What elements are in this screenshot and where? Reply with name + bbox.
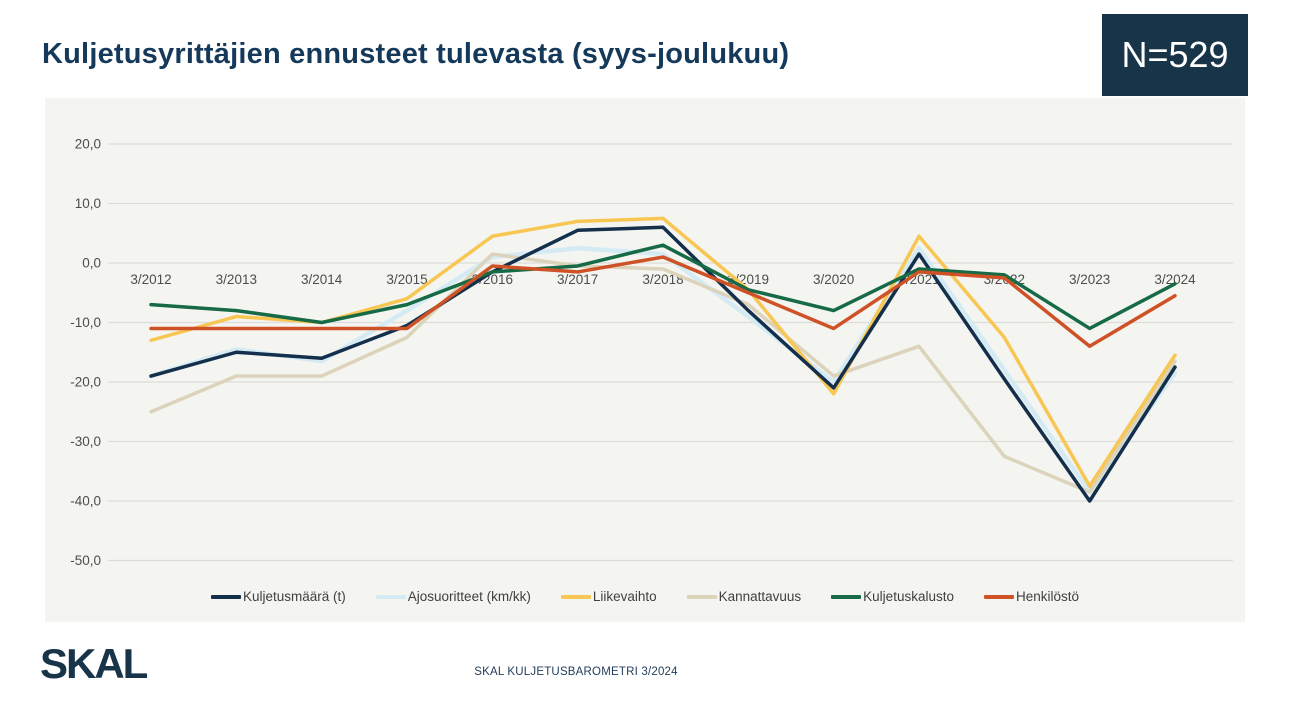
legend-label: Kuljetuskalusto	[863, 589, 954, 604]
y-tick-label: -40,0	[70, 494, 101, 509]
legend-swatch-icon	[983, 594, 1014, 599]
series-line-4	[149, 252, 1177, 494]
x-tick-label: 3/2018	[642, 272, 683, 287]
chart-panel: 20,0 10,0 0,0 -10,0 -20,0 -30,0 -40,0 -50,0 3/20…	[45, 98, 1245, 622]
legend-swatch-icon	[831, 594, 862, 599]
y-tick-label: -30,0	[70, 434, 101, 449]
legend-item-1: Kuljetusmäärä (t)	[210, 589, 346, 604]
legend-label: Henkilöstö	[1015, 589, 1080, 604]
series-line-5	[149, 243, 1177, 331]
line-chart: 20,0 10,0 0,0 -10,0 -20,0 -30,0 -40,0 -50,0 3/20…	[70, 137, 1233, 568]
x-tick-label: 3/2012	[130, 272, 171, 287]
legend-swatch-icon	[686, 594, 717, 599]
y-tick-label: -20,0	[70, 375, 101, 390]
y-tick-label: 20,0	[75, 137, 101, 152]
skal-logo: SKAL	[40, 640, 148, 687]
legend-item-3: Liikevaihto	[560, 589, 657, 604]
legend-item-6: Henkilöstö	[983, 589, 1080, 604]
legend-label: Ajosuoritteet (km/kk)	[407, 589, 531, 604]
x-tick-label: 3/2014	[301, 272, 343, 287]
series-line-6	[149, 255, 1177, 349]
legend-swatch-icon	[375, 594, 406, 599]
x-tick-label: 3/2024	[1154, 272, 1196, 287]
y-tick-label: 0,0	[82, 256, 101, 271]
legend-label: Kannattavuus	[718, 589, 802, 604]
chart-legend: Kuljetusmäärä (t) Ajosuoritteet (km/kk) Li…	[45, 589, 1245, 604]
x-tick-label: 3/2013	[216, 272, 257, 287]
legend-item-2: Ajosuoritteet (km/kk)	[375, 589, 531, 604]
legend-swatch-icon	[560, 594, 591, 599]
x-tick-label: 3/2017	[557, 272, 598, 287]
legend-label: Kuljetusmäärä (t)	[242, 589, 346, 604]
x-tick-label: 3/2020	[813, 272, 854, 287]
x-tick-label: 3/2015	[386, 272, 427, 287]
footer-caption: SKAL KULJETUSBAROMETRI 3/2024	[474, 666, 678, 678]
legend-swatch-icon	[210, 594, 241, 599]
y-tick-label: -10,0	[70, 315, 101, 330]
page-title: Kuljetusyrittäjien ennusteet tulevasta (…	[42, 38, 790, 70]
x-tick-label: 3/2023	[1069, 272, 1110, 287]
y-tick-label: 10,0	[75, 196, 101, 211]
legend-item-4: Kannattavuus	[686, 589, 802, 604]
y-tick-label: -50,0	[70, 553, 101, 568]
sample-size-text: N=529	[1121, 34, 1229, 75]
sample-size-badge: N=529	[1102, 14, 1248, 96]
legend-item-5: Kuljetuskalusto	[831, 589, 954, 604]
series-line-2	[148, 245, 1178, 495]
legend-label: Liikevaihto	[592, 589, 657, 604]
series-line-1	[149, 225, 1177, 503]
